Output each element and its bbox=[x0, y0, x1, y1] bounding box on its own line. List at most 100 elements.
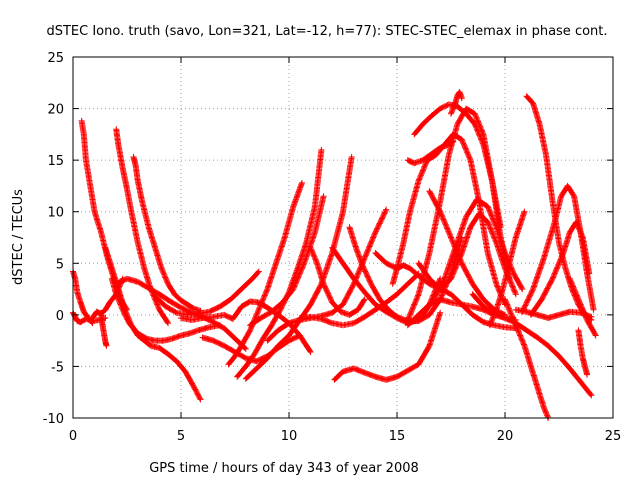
chart-title: dSTEC Iono. truth (savo, Lon=321, Lat=-1… bbox=[46, 24, 607, 39]
series-33 bbox=[448, 89, 465, 117]
point-run bbox=[113, 291, 126, 312]
point-run bbox=[87, 182, 98, 214]
point-run bbox=[372, 207, 389, 236]
point-run bbox=[458, 136, 473, 162]
point-run bbox=[564, 182, 577, 199]
point-run bbox=[486, 308, 499, 329]
point-run bbox=[551, 194, 564, 225]
point-run bbox=[307, 244, 320, 265]
data-point bbox=[590, 306, 597, 313]
point-run bbox=[173, 358, 188, 374]
point-run bbox=[134, 239, 147, 271]
data-point bbox=[318, 146, 325, 153]
point-run bbox=[275, 320, 291, 334]
point-run bbox=[350, 314, 367, 327]
grid bbox=[73, 57, 613, 418]
x-tick-label: 20 bbox=[497, 429, 514, 444]
data-point bbox=[450, 138, 457, 145]
point-run bbox=[165, 351, 179, 364]
point-run bbox=[415, 344, 432, 368]
point-run bbox=[385, 306, 399, 320]
point-run bbox=[489, 177, 504, 229]
data-point bbox=[242, 345, 249, 352]
point-run bbox=[232, 343, 244, 360]
series-19 bbox=[307, 244, 368, 318]
data-point bbox=[586, 270, 593, 277]
point-run bbox=[182, 368, 197, 389]
point-run bbox=[463, 110, 477, 126]
point-run bbox=[260, 323, 274, 342]
point-run bbox=[404, 312, 421, 329]
point-run bbox=[538, 277, 555, 303]
series-23 bbox=[331, 309, 444, 383]
point-run bbox=[167, 298, 183, 310]
point-run bbox=[320, 280, 335, 305]
point-run bbox=[184, 301, 196, 311]
point-run bbox=[225, 354, 238, 368]
data-point bbox=[592, 332, 599, 339]
series-14 bbox=[225, 179, 305, 368]
point-run bbox=[346, 307, 360, 318]
point-run bbox=[156, 306, 171, 325]
point-run bbox=[281, 204, 296, 241]
point-run bbox=[540, 220, 558, 262]
series-15 bbox=[234, 146, 325, 380]
point-run bbox=[128, 208, 141, 245]
point-run bbox=[426, 188, 443, 214]
point-run bbox=[242, 366, 259, 382]
point-run bbox=[521, 342, 534, 369]
point-run bbox=[355, 297, 367, 313]
point-run bbox=[404, 292, 422, 323]
point-run bbox=[577, 378, 594, 398]
point-run bbox=[238, 328, 253, 349]
point-run bbox=[473, 196, 490, 209]
data-point bbox=[307, 348, 314, 355]
y-tick-label: 10 bbox=[47, 206, 64, 221]
data-point bbox=[521, 208, 528, 215]
point-run bbox=[102, 244, 115, 271]
ticks: 0 5 10 15 20 25 -10 -5 0 5 10 15 20 25 bbox=[43, 51, 622, 444]
point-run bbox=[247, 315, 263, 329]
point-run bbox=[448, 251, 465, 282]
point-run bbox=[493, 287, 506, 313]
point-run bbox=[400, 210, 413, 246]
point-run bbox=[484, 203, 499, 229]
data-point bbox=[361, 296, 368, 303]
point-run bbox=[549, 251, 566, 282]
point-run bbox=[428, 145, 443, 157]
point-run bbox=[361, 307, 378, 320]
point-run bbox=[584, 317, 599, 338]
point-run bbox=[454, 103, 469, 116]
point-run bbox=[407, 179, 422, 215]
point-run bbox=[251, 336, 266, 358]
point-run bbox=[273, 235, 288, 267]
point-run bbox=[361, 289, 378, 307]
point-run bbox=[331, 369, 345, 383]
point-run bbox=[523, 327, 540, 340]
point-run bbox=[162, 303, 179, 316]
data-point bbox=[437, 309, 444, 316]
data-points bbox=[70, 89, 599, 421]
series-42 bbox=[566, 275, 599, 339]
point-run bbox=[437, 208, 454, 240]
point-run bbox=[156, 344, 170, 357]
point-run bbox=[579, 234, 592, 276]
point-run bbox=[469, 280, 486, 302]
point-run bbox=[394, 281, 410, 298]
data-point bbox=[588, 313, 595, 320]
point-run bbox=[346, 224, 359, 250]
point-run bbox=[415, 260, 432, 281]
point-run bbox=[530, 256, 547, 293]
point-run bbox=[171, 291, 184, 303]
point-run bbox=[264, 328, 281, 344]
point-run bbox=[404, 362, 421, 374]
y-tick-label: 20 bbox=[47, 103, 64, 118]
point-run bbox=[139, 198, 152, 229]
series-28 bbox=[404, 138, 457, 167]
point-run bbox=[249, 269, 261, 282]
point-run bbox=[419, 151, 434, 164]
point-run bbox=[165, 280, 177, 297]
point-run bbox=[311, 148, 325, 210]
point-run bbox=[238, 276, 255, 293]
point-run bbox=[350, 275, 367, 295]
